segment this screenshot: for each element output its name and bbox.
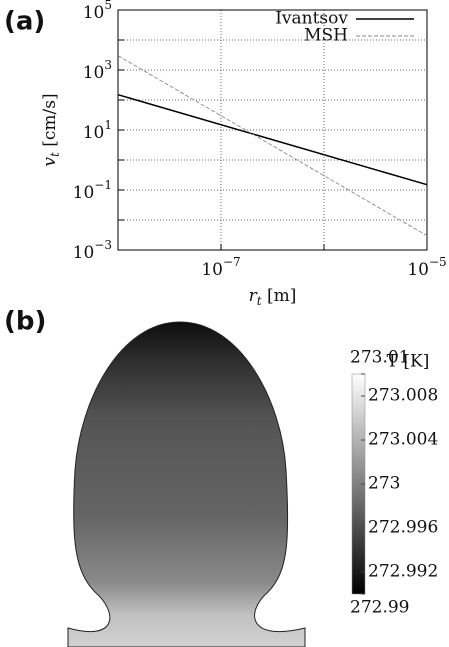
panel-label: (b) <box>4 307 46 337</box>
legend-label: MSH <box>304 26 348 46</box>
tick-base: 10 <box>83 3 105 23</box>
tick-base: 10 <box>201 260 223 280</box>
tick-exponent: −3 <box>94 238 112 252</box>
axis-subscript: t <box>48 152 62 157</box>
tick-exponent: 3 <box>104 58 112 72</box>
colorbar-tick-label: 272.99 <box>350 598 409 618</box>
tick-exponent: 1 <box>104 118 112 132</box>
tick-label: 105 <box>83 0 112 23</box>
tick-label: 10−1 <box>73 178 112 203</box>
colorbar-tick-label: 273.004 <box>368 430 438 450</box>
axis-symbol: r <box>249 286 258 306</box>
series-line <box>117 93 428 186</box>
panel-label: (a) <box>4 7 45 37</box>
axis-unit: [cm/s] <box>40 93 60 152</box>
colorbar-title: T [K] <box>387 352 430 372</box>
tick-label: 10−3 <box>73 238 112 263</box>
colorbar-tick-label: 272.992 <box>368 562 438 582</box>
tick-exponent: −1 <box>94 178 112 192</box>
series-line <box>117 55 428 237</box>
tick-base: 10 <box>83 63 105 83</box>
tick-base: 10 <box>73 183 95 203</box>
axis-subscript: t <box>257 294 262 308</box>
dendrite-field <box>67 321 306 647</box>
tick-exponent: −5 <box>429 255 447 269</box>
axis-label: rt [m] <box>249 286 297 308</box>
colorbar-tick-label: 272.996 <box>368 518 438 538</box>
tick-label: 10−5 <box>407 255 446 280</box>
tick-label: 101 <box>83 118 112 143</box>
tick-label: 103 <box>83 58 112 83</box>
colorbar-tick-label: 273 <box>368 474 400 494</box>
tick-base: 10 <box>407 260 429 280</box>
axis-symbol: v <box>40 157 60 167</box>
tick-exponent: −7 <box>223 255 241 269</box>
axis-label: vt [cm/s] <box>40 93 62 166</box>
colorbar-tick-label: 273.008 <box>368 386 438 406</box>
tick-exponent: 5 <box>104 0 112 12</box>
tick-base: 10 <box>73 243 95 263</box>
plot-frame <box>117 9 428 251</box>
axis-unit: [m] <box>262 286 297 306</box>
tick-base: 10 <box>83 123 105 143</box>
legend-label: Ivantsov <box>275 9 348 29</box>
colorbar-tick-label: 273.01 <box>350 348 409 368</box>
tick-label: 10−7 <box>201 255 240 280</box>
